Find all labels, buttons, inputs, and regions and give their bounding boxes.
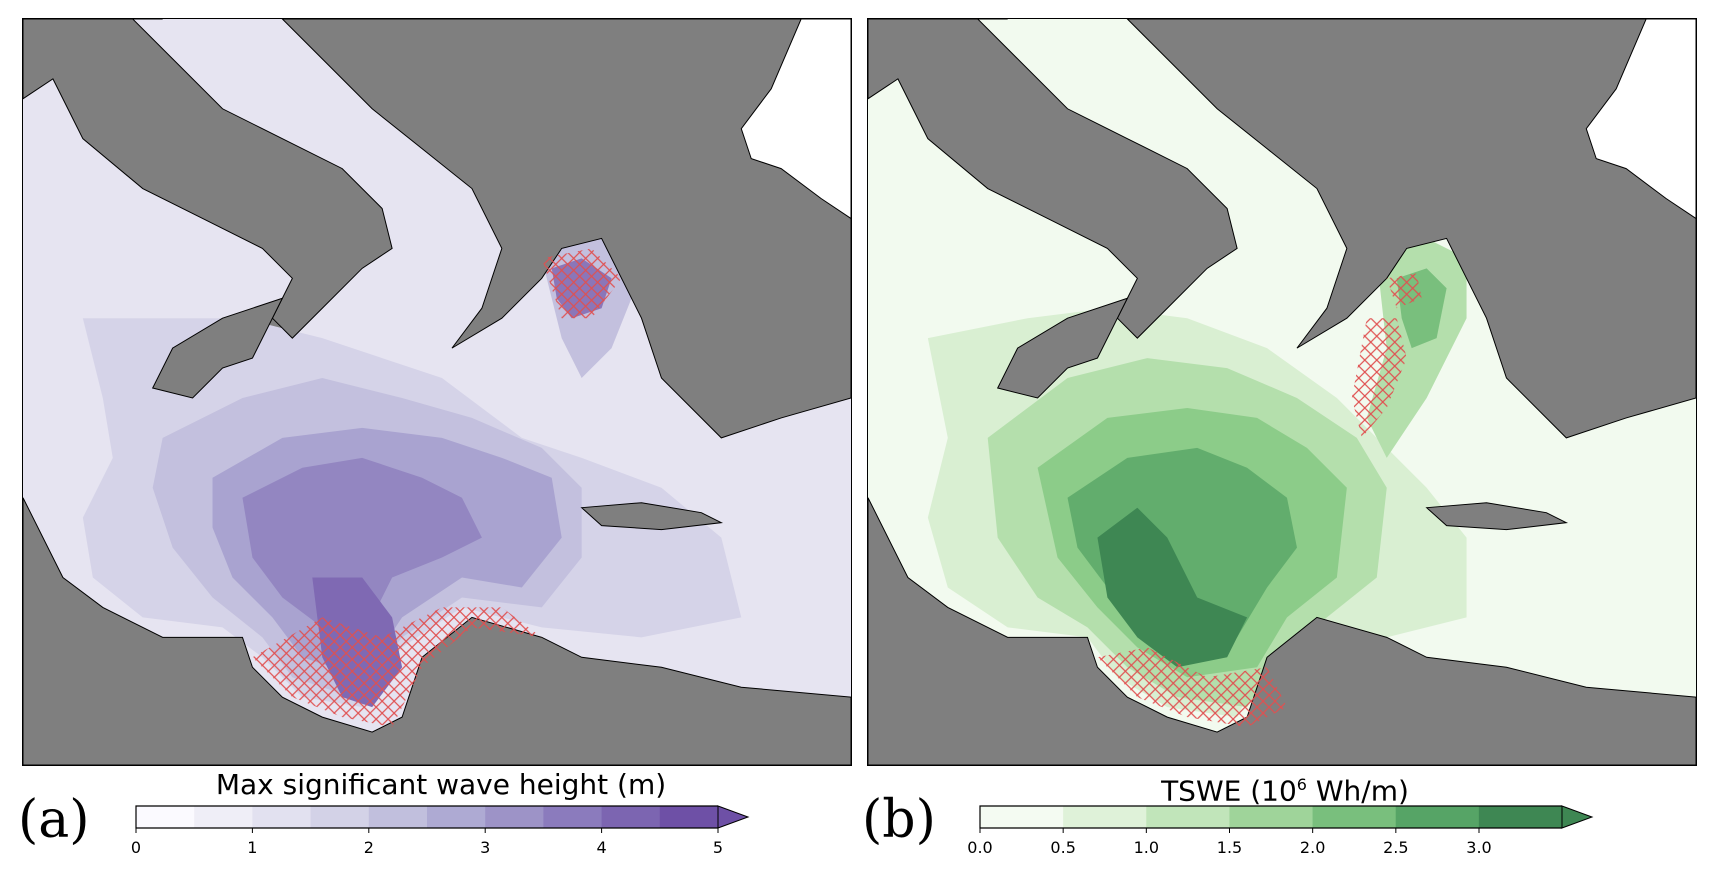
italy-land <box>868 19 1238 339</box>
colorbar-tick-label: 0 <box>130 838 142 857</box>
colorbar-tick-label: 0.0 <box>967 838 993 857</box>
colorbar-tick-label: 2.5 <box>1383 838 1409 857</box>
colorbar-segment <box>485 806 544 828</box>
colorbar-segment <box>427 806 486 828</box>
colorbar-title-b: TSWE (106 Wh/m) <box>1161 774 1409 808</box>
colorbar-segment <box>1063 806 1147 828</box>
colorbar-segment <box>601 806 661 828</box>
colorbar-tick-label: 2.0 <box>1299 838 1326 857</box>
colorbar-title-a: Max significant wave height (m) <box>215 768 667 801</box>
colorbar-segment <box>980 806 1064 828</box>
hatched-area <box>1351 318 1407 438</box>
colorbar-tick-label: 0.5 <box>1050 838 1076 857</box>
colorbar-tick-label: 3 <box>480 838 491 857</box>
tswe-map <box>867 18 1697 766</box>
colorbar-tick-label: 1 <box>247 838 258 857</box>
hatched-area <box>541 248 622 319</box>
colorbar-outline <box>135 805 718 829</box>
colorbar-tick-label: 3.0 <box>1466 838 1492 857</box>
colorbar-segment <box>1312 806 1397 828</box>
crete-land <box>1425 502 1569 531</box>
turkey-coast <box>1585 19 1696 220</box>
colorbar-tick-label: 1.0 <box>1133 838 1160 857</box>
colorbar-segment <box>543 806 603 828</box>
colorbar-segment <box>368 806 428 828</box>
africa-land <box>23 497 851 765</box>
colorbar-segment <box>194 806 253 828</box>
colorbar-segment <box>252 806 312 828</box>
wave-height-map <box>22 18 852 766</box>
colorbar-b <box>979 805 1594 833</box>
colorbar-segment <box>659 806 719 828</box>
colorbar-tick-label: 5 <box>712 838 724 857</box>
sicily-land <box>996 297 1129 399</box>
colorbar-segment <box>1146 806 1230 828</box>
turkey-coast <box>740 19 851 220</box>
colorbar-extend-arrow <box>1561 805 1594 829</box>
colorbar-tick-label: 2 <box>363 838 374 857</box>
colorbar-outline <box>979 805 1562 829</box>
sicily-land <box>151 297 284 399</box>
balkans-land <box>1126 19 1696 439</box>
colorbar-extend-arrow <box>717 805 750 829</box>
colorbar-tick-label: 1.5 <box>1216 838 1243 857</box>
panel-label-a: (a) <box>18 790 90 850</box>
colorbar-segment <box>1478 806 1563 828</box>
colorbar-tick-label: 4 <box>596 838 607 857</box>
hatched-area <box>1097 647 1287 728</box>
hatched-area <box>252 607 542 728</box>
colorbar-a <box>135 805 750 833</box>
italy-land <box>23 19 393 339</box>
colorbar-segment <box>1395 806 1480 828</box>
panel-label-b: (b) <box>862 790 936 850</box>
colorbar-segment <box>136 806 195 828</box>
colorbar-segment <box>1229 806 1314 828</box>
crete-land <box>580 502 724 531</box>
hatched-area <box>1386 273 1422 309</box>
colorbar-segment <box>310 806 370 828</box>
